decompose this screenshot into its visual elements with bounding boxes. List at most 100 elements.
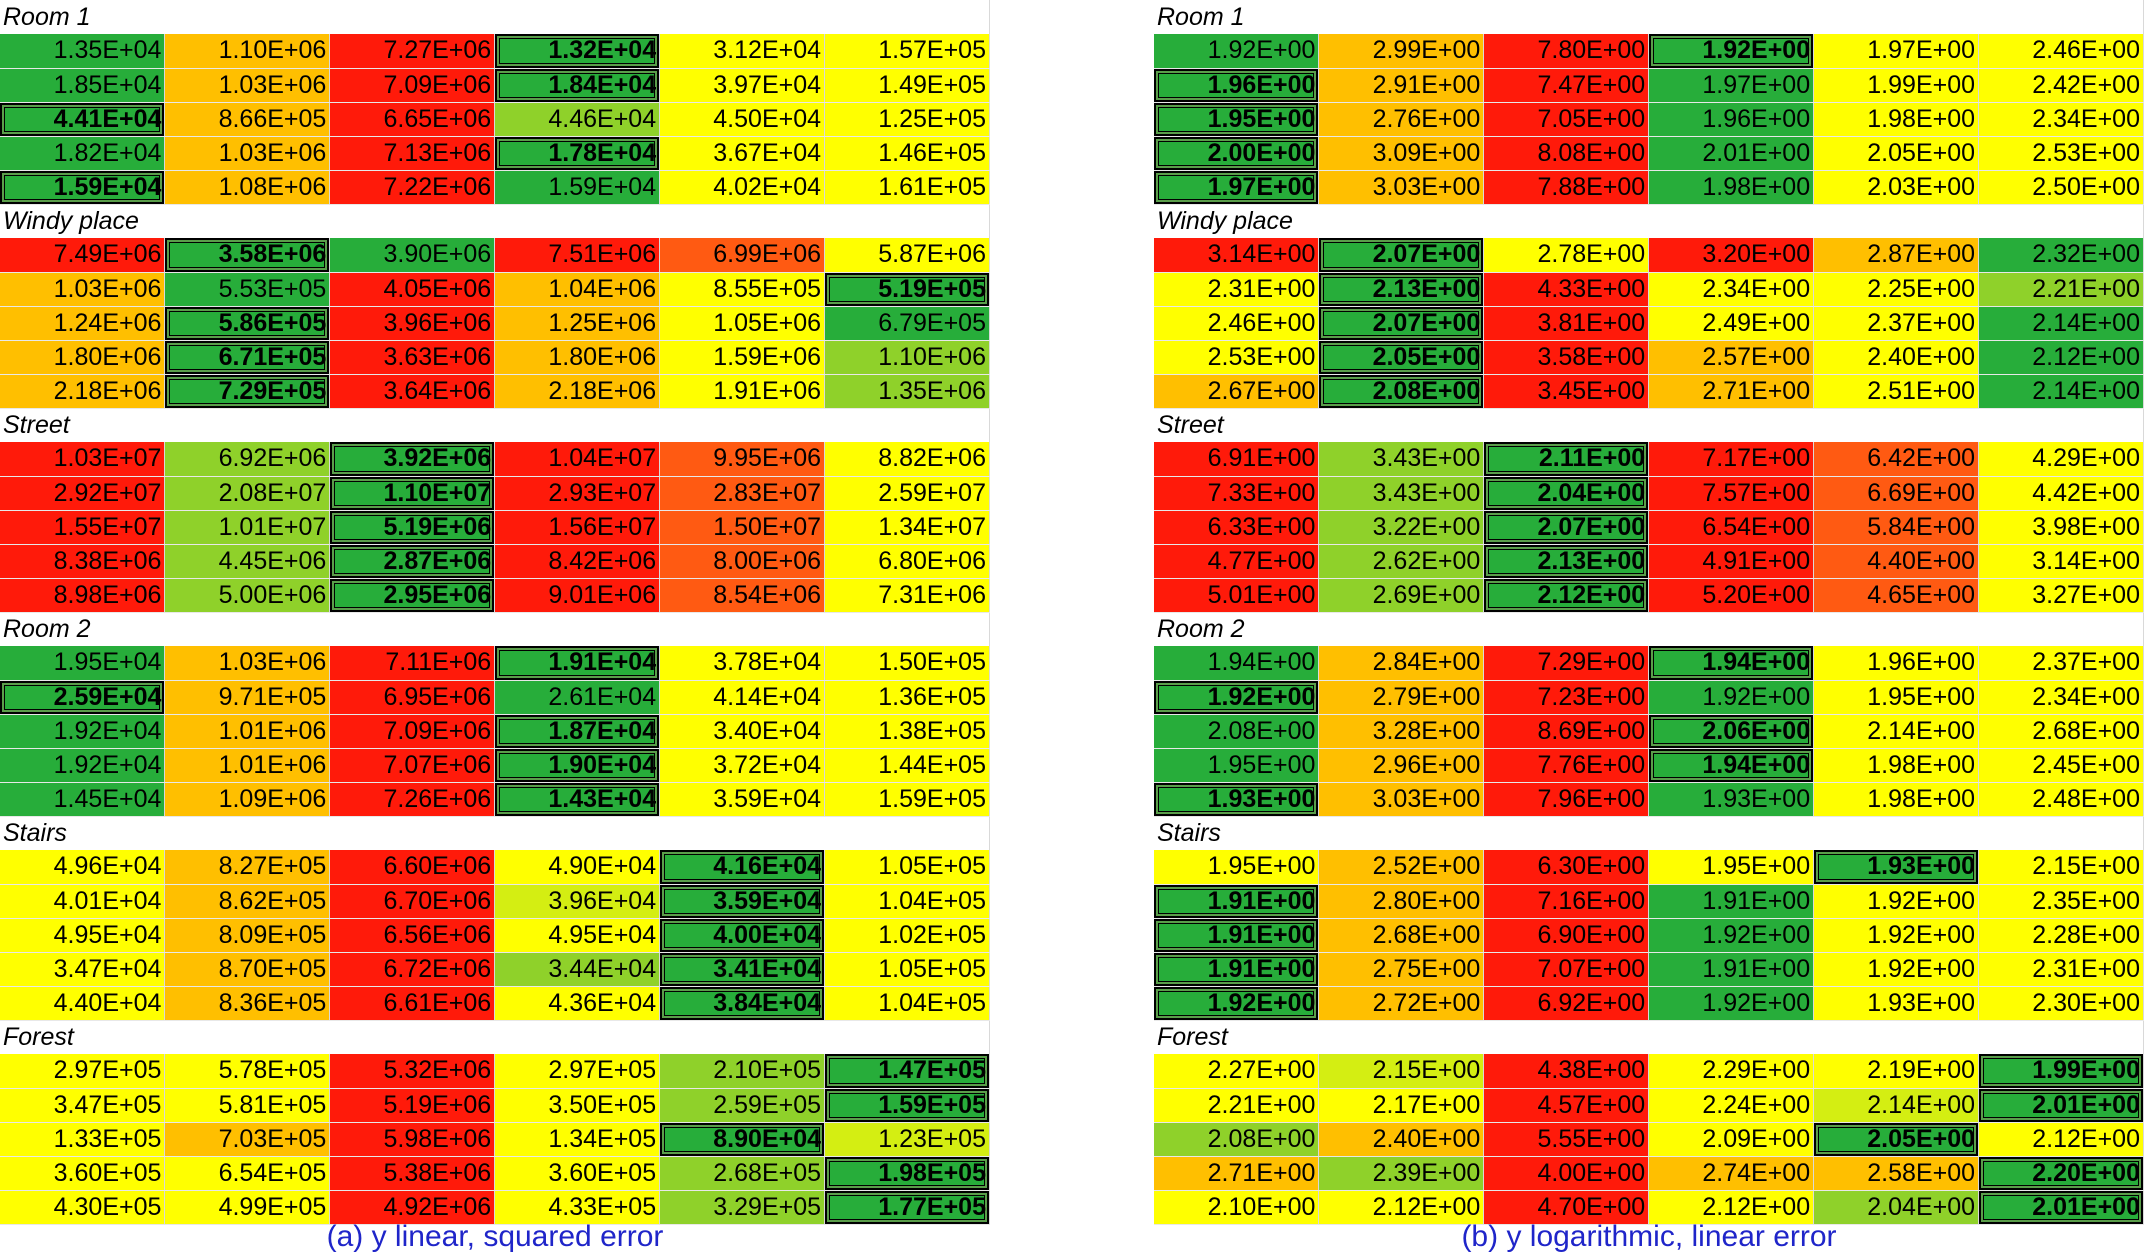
- table-cell: 1.10E+06: [824, 340, 990, 375]
- table-cell: 1.92E+04: [0, 714, 166, 749]
- table-cell: 1.49E+05: [824, 68, 990, 103]
- table-cell: 2.40E+00: [1318, 1122, 1485, 1157]
- caption-log: (b) y logarithmic, linear error: [1461, 1220, 1837, 1253]
- table-row: 1.95E+00 2.76E+00 7.05E+00 1.96E+00 1.98E+00…: [1154, 102, 2144, 137]
- table-cell: 2.27E+00: [1154, 1054, 1320, 1089]
- table-cell: 1.96E+00: [1648, 102, 1815, 137]
- table-cell-best: 5.19E+05: [824, 272, 990, 307]
- table-row: 2.10E+00 2.12E+00 4.70E+00 2.12E+00 2.04E+00…: [1154, 1190, 2144, 1225]
- table-cell-best: 1.43E+04: [494, 782, 661, 817]
- table-cell: 1.61E+05: [824, 170, 990, 205]
- table-cell: 2.15E+00: [1318, 1054, 1485, 1089]
- table-cell: 4.46E+04: [494, 102, 661, 137]
- table-cell: 1.03E+06: [164, 136, 331, 171]
- table-cell: 2.34E+00: [1978, 102, 2144, 137]
- table-cell: 1.25E+05: [824, 102, 990, 137]
- table-cell: 7.07E+06: [329, 748, 496, 783]
- table-cell: 2.15E+00: [1978, 850, 2144, 885]
- table-cell: 1.34E+05: [494, 1122, 661, 1157]
- table-cell: 1.91E+00: [1648, 952, 1815, 987]
- table-cell: 2.37E+00: [1813, 306, 1980, 341]
- table-row: 2.92E+07 2.08E+07 1.10E+07 2.93E+07 2.83E+07…: [0, 476, 990, 511]
- table-cell: 8.38E+06: [0, 544, 166, 579]
- table-cell: 7.27E+06: [329, 34, 496, 69]
- group-header-row: Room 2: [1154, 612, 2144, 646]
- table-cell: 2.46E+00: [1978, 34, 2144, 69]
- table-cell: 2.12E+00: [1648, 1190, 1815, 1225]
- group-label: Room 1: [0, 0, 990, 34]
- table-cell: 4.92E+06: [329, 1190, 496, 1225]
- group-label: Room 1: [1154, 0, 2144, 34]
- table-cell: 1.46E+05: [824, 136, 990, 171]
- table-row: 1.03E+07 6.92E+06 3.92E+06 1.04E+07 9.95E+06…: [0, 442, 990, 477]
- table-cell: 2.12E+00: [1978, 340, 2144, 375]
- table-cell-best: 2.05E+00: [1318, 340, 1485, 375]
- table-row: 7.33E+00 3.43E+00 2.04E+00 7.57E+00 6.69E+00…: [1154, 476, 2144, 511]
- table-row: 2.97E+05 5.78E+05 5.32E+06 2.97E+05 2.10E+05…: [0, 1054, 990, 1089]
- table-cell: 2.50E+00: [1978, 170, 2144, 205]
- table-row: 2.67E+00 2.08E+00 3.45E+00 2.71E+00 2.51E+00…: [1154, 374, 2144, 409]
- table-cell: 9.95E+06: [659, 442, 826, 477]
- table-cell: 4.38E+00: [1483, 1054, 1650, 1089]
- table-cell-best: 1.99E+00: [1978, 1054, 2144, 1089]
- table-cell: 6.70E+06: [329, 884, 496, 919]
- table-cell: 2.21E+00: [1978, 272, 2144, 307]
- table-cell: 1.59E+05: [824, 782, 990, 817]
- table-row: 2.08E+00 3.28E+00 8.69E+00 2.06E+00 2.14E+00…: [1154, 714, 2144, 749]
- table-cell: 2.08E+07: [164, 476, 331, 511]
- table-row: 1.92E+00 2.99E+00 7.80E+00 1.92E+00 1.97E+00…: [1154, 34, 2144, 69]
- table-cell: 7.13E+06: [329, 136, 496, 171]
- table-cell: 2.83E+07: [659, 476, 826, 511]
- table-cell: 7.80E+00: [1483, 34, 1650, 69]
- table-cell: 1.85E+04: [0, 68, 166, 103]
- table-cell: 2.03E+00: [1813, 170, 1980, 205]
- table-cell: 5.53E+05: [164, 272, 331, 307]
- group-label: Street: [0, 408, 990, 442]
- table-row: 4.95E+04 8.09E+05 6.56E+06 4.95E+04 4.00E+04…: [0, 918, 990, 953]
- table-cell: 1.50E+07: [659, 510, 826, 545]
- table-cell: 4.45E+06: [164, 544, 331, 579]
- table-cell: 2.72E+00: [1318, 986, 1485, 1021]
- table-cell-best: 2.12E+00: [1483, 578, 1650, 613]
- table-cell: 2.84E+00: [1318, 646, 1485, 681]
- table-cell: 2.37E+00: [1978, 646, 2144, 681]
- table-cell: 3.60E+05: [0, 1156, 166, 1191]
- table-cell: 4.40E+00: [1813, 544, 1980, 579]
- table-cell: 6.90E+00: [1483, 918, 1650, 953]
- table-cell: 1.92E+00: [1154, 34, 1320, 69]
- table-cell-best: 1.91E+00: [1154, 952, 1320, 987]
- table-cell: 1.98E+00: [1813, 748, 1980, 783]
- group-header-row: Windy place: [1154, 204, 2144, 238]
- table-cell: 2.97E+05: [0, 1054, 166, 1089]
- group-header-row: Street: [0, 408, 990, 442]
- table-cell: 2.62E+00: [1318, 544, 1485, 579]
- table-cell: 7.23E+00: [1483, 680, 1650, 715]
- table-cell-best: 5.19E+06: [329, 510, 496, 545]
- table-row: 3.60E+05 6.54E+05 5.38E+06 3.60E+05 2.68E+05…: [0, 1156, 990, 1191]
- table-cell: 1.24E+06: [0, 306, 166, 341]
- table-cell: 1.01E+06: [164, 748, 331, 783]
- table-cell: 2.48E+00: [1978, 782, 2144, 817]
- table-cell: 4.00E+00: [1483, 1156, 1650, 1191]
- table-cell: 6.42E+00: [1813, 442, 1980, 477]
- table-row: 2.71E+00 2.39E+00 4.00E+00 2.74E+00 2.58E+00…: [1154, 1156, 2144, 1191]
- table-cell: 2.28E+00: [1978, 918, 2144, 953]
- table-cell: 1.55E+07: [0, 510, 166, 545]
- table-cell: 2.91E+00: [1318, 68, 1485, 103]
- table-cell: 7.26E+06: [329, 782, 496, 817]
- table-row: 2.18E+06 7.29E+05 3.64E+06 2.18E+06 1.91E+06…: [0, 374, 990, 409]
- table-cell: 2.59E+05: [659, 1088, 826, 1123]
- table-cell: 8.00E+06: [659, 544, 826, 579]
- table-cell: 5.19E+06: [329, 1088, 496, 1123]
- table-cell: 3.44E+04: [494, 952, 661, 987]
- table-cell-best: 1.90E+04: [494, 748, 661, 783]
- table-cell: 7.03E+05: [164, 1122, 331, 1157]
- table-cell: 1.80E+06: [0, 340, 166, 375]
- table-cell: 6.56E+06: [329, 918, 496, 953]
- table-cell: 4.40E+04: [0, 986, 166, 1021]
- table-cell: 2.34E+00: [1648, 272, 1815, 307]
- table-cell-best: 3.92E+06: [329, 442, 496, 477]
- table-cell: 1.98E+00: [1813, 102, 1980, 137]
- table-cell: 2.75E+00: [1318, 952, 1485, 987]
- table-cell: 1.99E+00: [1813, 68, 1980, 103]
